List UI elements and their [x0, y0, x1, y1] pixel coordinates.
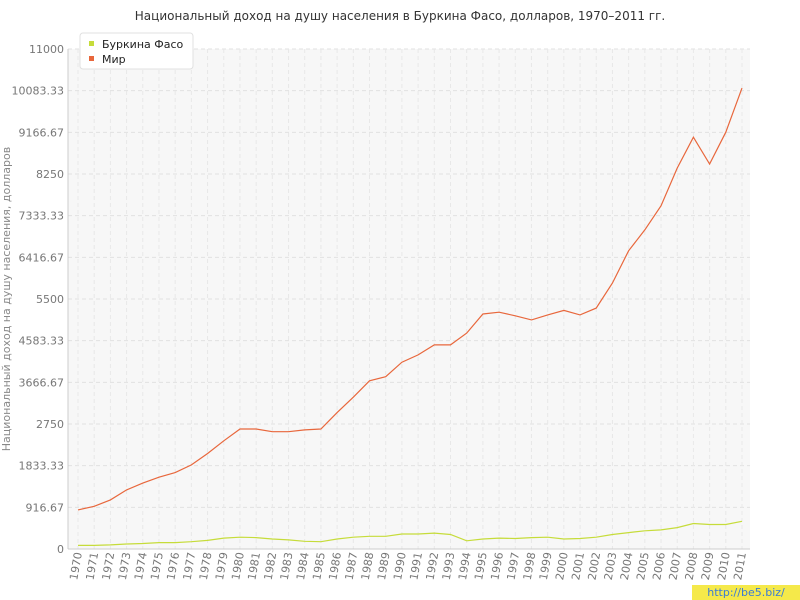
x-tick-label: 1983 — [278, 551, 296, 581]
x-tick-label: 2003 — [602, 551, 620, 581]
x-tick-label: 1993 — [440, 551, 458, 581]
legend: Буркина Фасо Мир — [79, 32, 194, 70]
watermark-bg — [692, 585, 800, 600]
x-tick-label: 1997 — [505, 551, 523, 581]
x-tick-label: 2008 — [683, 551, 701, 581]
legend-label: Буркина Фасо — [102, 38, 184, 51]
y-tick-label: 5500 — [36, 293, 64, 306]
x-tick-label: 1987 — [343, 551, 361, 581]
x-tick-label: 2002 — [586, 551, 604, 581]
x-tick-label: 2009 — [699, 551, 717, 581]
y-tick-label: 8250 — [36, 168, 64, 181]
y-tick-label: 0 — [57, 543, 64, 556]
x-tick-label: 1984 — [294, 551, 312, 581]
x-tick-label: 1991 — [407, 551, 425, 581]
y-tick-label: 3666.67 — [19, 376, 65, 389]
x-tick-label: 2007 — [667, 551, 685, 581]
x-tick-label: 2001 — [569, 551, 587, 581]
series-line — [77, 87, 743, 511]
y-tick-label: 11000 — [29, 43, 64, 56]
series-line — [78, 520, 743, 546]
x-tick-label: 1971 — [83, 551, 101, 581]
x-tick-label: 1974 — [132, 551, 150, 581]
legend-swatch — [89, 41, 94, 46]
y-tick-label: 6416.67 — [19, 251, 65, 264]
y-tick-label: 1833.33 — [19, 460, 65, 473]
x-tick-label: 1994 — [456, 551, 474, 581]
y-tick-label: 2750 — [36, 418, 64, 431]
watermark: http://be5.biz/ — [707, 586, 785, 599]
x-tick-label: 2000 — [553, 551, 571, 581]
x-tick-label: 1981 — [245, 551, 263, 581]
x-tick-label: 1989 — [375, 551, 393, 581]
x-tick-label: 2010 — [715, 551, 733, 581]
x-tick-label: 1996 — [488, 551, 506, 581]
chart-title: Национальный доход на душу населения в Б… — [135, 9, 665, 23]
y-axis-label: Национальный доход на душу населения, до… — [0, 147, 13, 451]
y-tick-label: 10083.33 — [12, 85, 65, 98]
y-tick-label: 7333.33 — [19, 210, 65, 223]
y-tick-label: 916.67 — [26, 501, 65, 514]
x-tick-label: 1980 — [229, 551, 247, 581]
x-tick-label: 1982 — [262, 551, 280, 581]
legend-box — [79, 32, 194, 70]
x-tick-label: 1988 — [359, 551, 377, 581]
x-tick-label: 1970 — [67, 551, 85, 581]
legend-swatch — [89, 56, 94, 61]
x-tick-label: 2011 — [731, 551, 749, 581]
x-tick-label: 1985 — [310, 551, 328, 581]
x-tick-label: 2004 — [618, 551, 636, 581]
x-tick-label: 1998 — [521, 551, 539, 581]
x-tick-label: 1995 — [472, 551, 490, 581]
x-tick-label: 2005 — [634, 551, 652, 581]
x-tick-label: 1999 — [537, 551, 555, 581]
legend-label: Мир — [102, 53, 126, 66]
x-tick-label: 1978 — [197, 551, 215, 581]
x-tick-label: 1973 — [116, 551, 134, 581]
y-tick-label: 4583.33 — [19, 335, 65, 348]
x-tick-label: 1977 — [181, 551, 199, 581]
x-tick-label: 1972 — [100, 551, 118, 581]
x-tick-label: 1990 — [391, 551, 409, 581]
x-tick-label: 1975 — [148, 551, 166, 581]
x-tick-label: 1992 — [424, 551, 442, 581]
x-tick-label: 1986 — [326, 551, 344, 581]
x-tick-label: 1976 — [164, 551, 182, 581]
x-tick-label: 2006 — [650, 551, 668, 581]
y-tick-label: 9166.67 — [19, 126, 65, 139]
x-tick-label: 1979 — [213, 551, 231, 581]
